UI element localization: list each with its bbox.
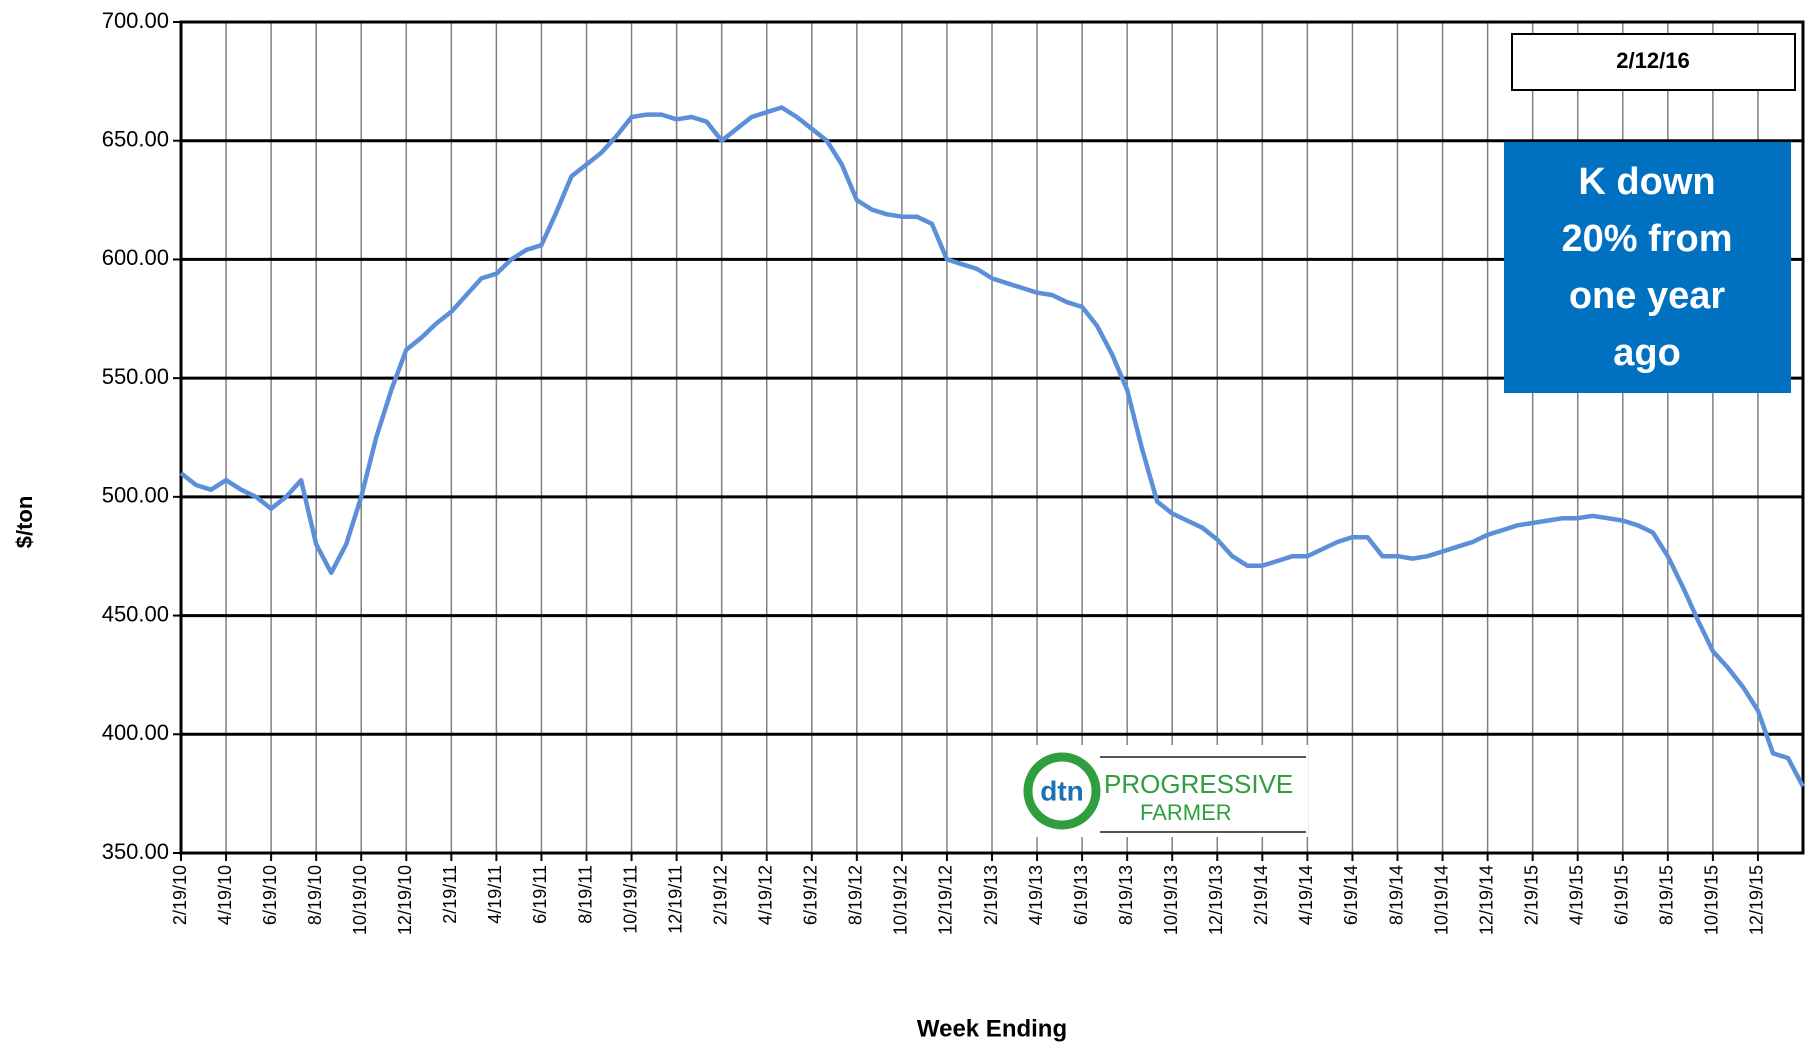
x-tick-label: 6/19/11 <box>530 865 550 924</box>
x-tick-label: 12/19/11 <box>665 865 685 934</box>
x-tick-label: 2/19/12 <box>710 865 730 925</box>
x-axis-title: Week Ending <box>917 1015 1067 1042</box>
logo: dtn PROGRESSIVE FARMER <box>1016 745 1308 837</box>
x-tick-label: 10/19/14 <box>1431 865 1451 935</box>
x-tick-label: 10/19/10 <box>350 865 370 935</box>
annotation-box <box>1504 142 1791 393</box>
y-tick-label: 700.00 <box>102 8 169 33</box>
x-tick-label: 12/19/15 <box>1747 865 1767 935</box>
date-label: 2/12/16 <box>1616 48 1689 73</box>
y-tick-label: 400.00 <box>102 720 169 745</box>
y-axis-title: $/ton <box>12 496 37 549</box>
annotation-line: 20% from <box>1561 218 1732 260</box>
y-tick-label: 600.00 <box>102 245 169 270</box>
logo-dtn: dtn <box>1040 775 1084 806</box>
date-box <box>1511 33 1796 91</box>
x-tick-label: 6/19/12 <box>801 865 821 925</box>
x-tick-label: 6/19/10 <box>260 865 280 925</box>
x-tick-label: 10/19/15 <box>1702 865 1722 935</box>
y-tick-label: 350.00 <box>102 839 169 864</box>
x-tick-label: 4/19/13 <box>1026 865 1046 925</box>
annotation-line: one year <box>1569 275 1726 317</box>
y-tick-label: 650.00 <box>102 127 169 152</box>
y-tick-label: 550.00 <box>102 364 169 389</box>
x-tick-label: 6/19/14 <box>1341 865 1361 925</box>
x-tick-label: 2/19/11 <box>440 865 460 924</box>
x-tick-label: 8/19/15 <box>1657 865 1677 925</box>
x-tick-label: 4/19/11 <box>485 865 505 924</box>
x-tick-label: 10/19/11 <box>620 865 640 934</box>
x-tick-label: 4/19/12 <box>755 865 775 925</box>
x-tick-label: 8/19/14 <box>1386 865 1406 925</box>
x-tick-label: 2/19/14 <box>1251 865 1271 925</box>
x-tick-label: 2/19/13 <box>981 865 1001 925</box>
x-tick-label: 12/19/14 <box>1476 865 1496 935</box>
x-tick-label: 4/19/10 <box>215 865 235 925</box>
plot-frame <box>179 20 1805 855</box>
annotation-line: ago <box>1613 332 1681 374</box>
x-tick-label: 2/19/10 <box>170 865 190 925</box>
x-tick-label: 4/19/14 <box>1296 865 1316 925</box>
x-tick-label: 8/19/10 <box>305 865 325 925</box>
annotation-line: K down <box>1578 161 1715 203</box>
x-tick-label: 10/19/13 <box>1161 865 1181 935</box>
x-tick-label: 6/19/13 <box>1071 865 1091 925</box>
series-line <box>179 105 1805 788</box>
x-tick-label: 8/19/11 <box>575 865 595 924</box>
x-tick-label: 6/19/15 <box>1612 865 1632 925</box>
logo-brand: PROGRESSIVE <box>1104 769 1293 799</box>
x-tick-label: 8/19/13 <box>1116 865 1136 925</box>
x-tick-label: 12/19/12 <box>936 865 956 935</box>
logo-brand: FARMER <box>1140 800 1232 825</box>
x-tick-label: 4/19/15 <box>1566 865 1586 925</box>
x-tick-label: 12/19/10 <box>395 865 415 935</box>
x-tick-label: 8/19/12 <box>846 865 866 925</box>
x-tick-label: 10/19/12 <box>891 865 911 935</box>
x-tick-label: 2/19/15 <box>1521 865 1541 925</box>
y-tick-label: 450.00 <box>102 601 169 626</box>
logo-ring <box>1023 752 1101 830</box>
y-tick-label: 500.00 <box>102 483 169 508</box>
x-tick-label: 12/19/13 <box>1206 865 1226 935</box>
